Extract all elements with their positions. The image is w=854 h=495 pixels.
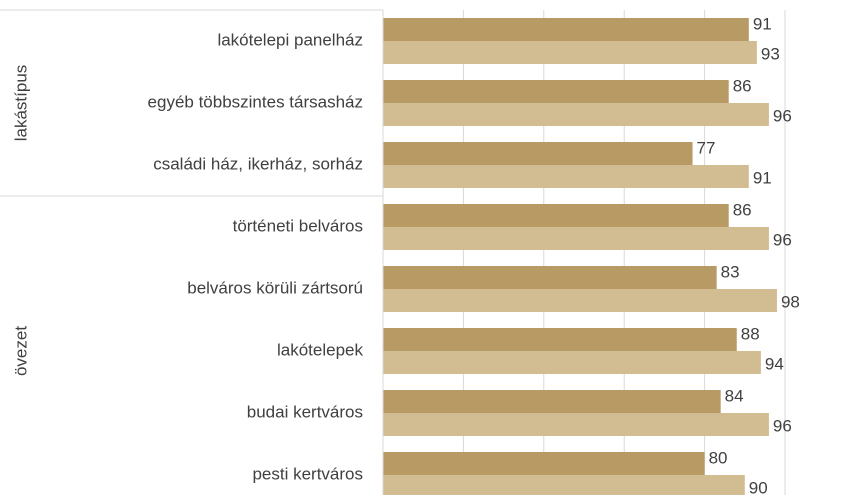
value-label: 88 [741, 324, 760, 343]
bar [383, 413, 769, 436]
group-label: lakástípus [11, 65, 30, 142]
y-tick-label: lakótelepi panelház [217, 30, 363, 49]
value-label: 77 [697, 138, 716, 157]
y-tick-label: egyéb többszintes társasház [148, 92, 363, 111]
bar [383, 41, 757, 64]
bar [383, 227, 769, 250]
bar [383, 328, 737, 351]
bar [383, 165, 749, 188]
value-label: 94 [765, 354, 784, 373]
y-tick-label: budai kertváros [247, 402, 363, 421]
value-label: 86 [733, 76, 752, 95]
group-label: övezet [11, 326, 30, 376]
value-label: 96 [773, 416, 792, 435]
bar [383, 475, 745, 495]
bar [383, 204, 729, 227]
value-label: 90 [749, 478, 768, 495]
value-label: 98 [781, 292, 800, 311]
bar [383, 80, 729, 103]
y-tick-label: pesti kertváros [252, 464, 363, 483]
y-tick-label: történeti belváros [233, 216, 363, 235]
bar [383, 103, 769, 126]
bar [383, 452, 705, 475]
value-label: 91 [753, 168, 772, 187]
bar [383, 18, 749, 41]
value-label: 93 [761, 44, 780, 63]
y-tick-label: családi ház, ikerház, sorház [153, 154, 363, 173]
value-label: 80 [709, 448, 728, 467]
value-label: 84 [725, 386, 744, 405]
bar [383, 289, 777, 312]
value-label: 96 [773, 230, 792, 249]
value-label: 91 [753, 14, 772, 33]
value-label: 96 [773, 106, 792, 125]
y-tick-label: lakótelepek [277, 340, 364, 359]
y-tick-label: belváros körüli zártsorú [187, 278, 363, 297]
bar [383, 351, 761, 374]
bar [383, 390, 721, 413]
bar [383, 266, 717, 289]
bar [383, 142, 693, 165]
value-label: 83 [721, 262, 740, 281]
value-label: 86 [733, 200, 752, 219]
